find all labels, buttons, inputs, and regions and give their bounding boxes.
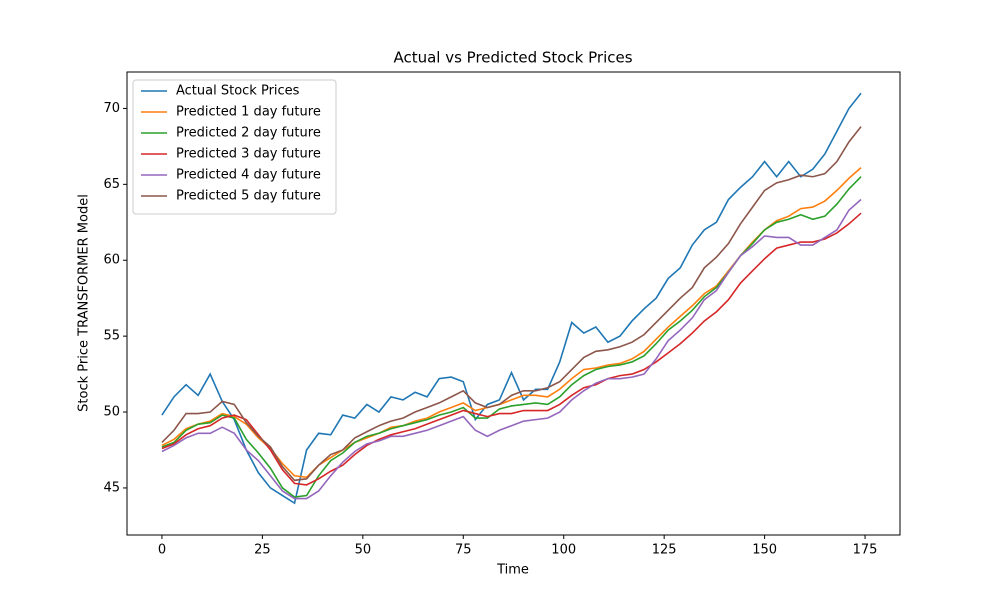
y-axis-label: Stock Price TRANSFORMER Model — [77, 194, 92, 412]
legend-label: Predicted 1 day future — [176, 105, 321, 120]
chart-title: Actual vs Predicted Stock Prices — [393, 49, 632, 67]
legend-label: Predicted 5 day future — [176, 189, 321, 204]
y-tick-label: 50 — [103, 405, 120, 420]
x-tick-label: 150 — [752, 543, 777, 558]
x-tick-label: 100 — [551, 543, 576, 558]
series-line — [161, 176, 862, 498]
x-tick-label: 50 — [355, 543, 372, 558]
series-line — [161, 198, 862, 500]
legend-label: Predicted 2 day future — [176, 126, 321, 141]
legend-label: Predicted 4 day future — [176, 168, 321, 183]
y-tick-label: 70 — [103, 101, 120, 116]
series-line — [161, 92, 862, 505]
x-tick-label: 0 — [158, 543, 166, 558]
y-tick-label: 55 — [103, 329, 120, 344]
x-tick-label: 175 — [853, 543, 878, 558]
y-tick-label: 65 — [103, 177, 120, 192]
series-line — [161, 212, 862, 486]
legend-box — [132, 79, 337, 215]
x-tick-label: 75 — [455, 543, 472, 558]
legend-label: Actual Stock Prices — [176, 84, 300, 99]
x-tick-label: 25 — [254, 543, 271, 558]
y-tick-label: 60 — [103, 253, 120, 268]
y-tick-label: 45 — [103, 480, 120, 495]
series-line — [161, 126, 862, 482]
x-tick-label: 125 — [652, 543, 677, 558]
legend-label: Predicted 3 day future — [176, 147, 321, 162]
plot-frame — [126, 71, 901, 536]
x-axis-label: Time — [496, 563, 529, 578]
